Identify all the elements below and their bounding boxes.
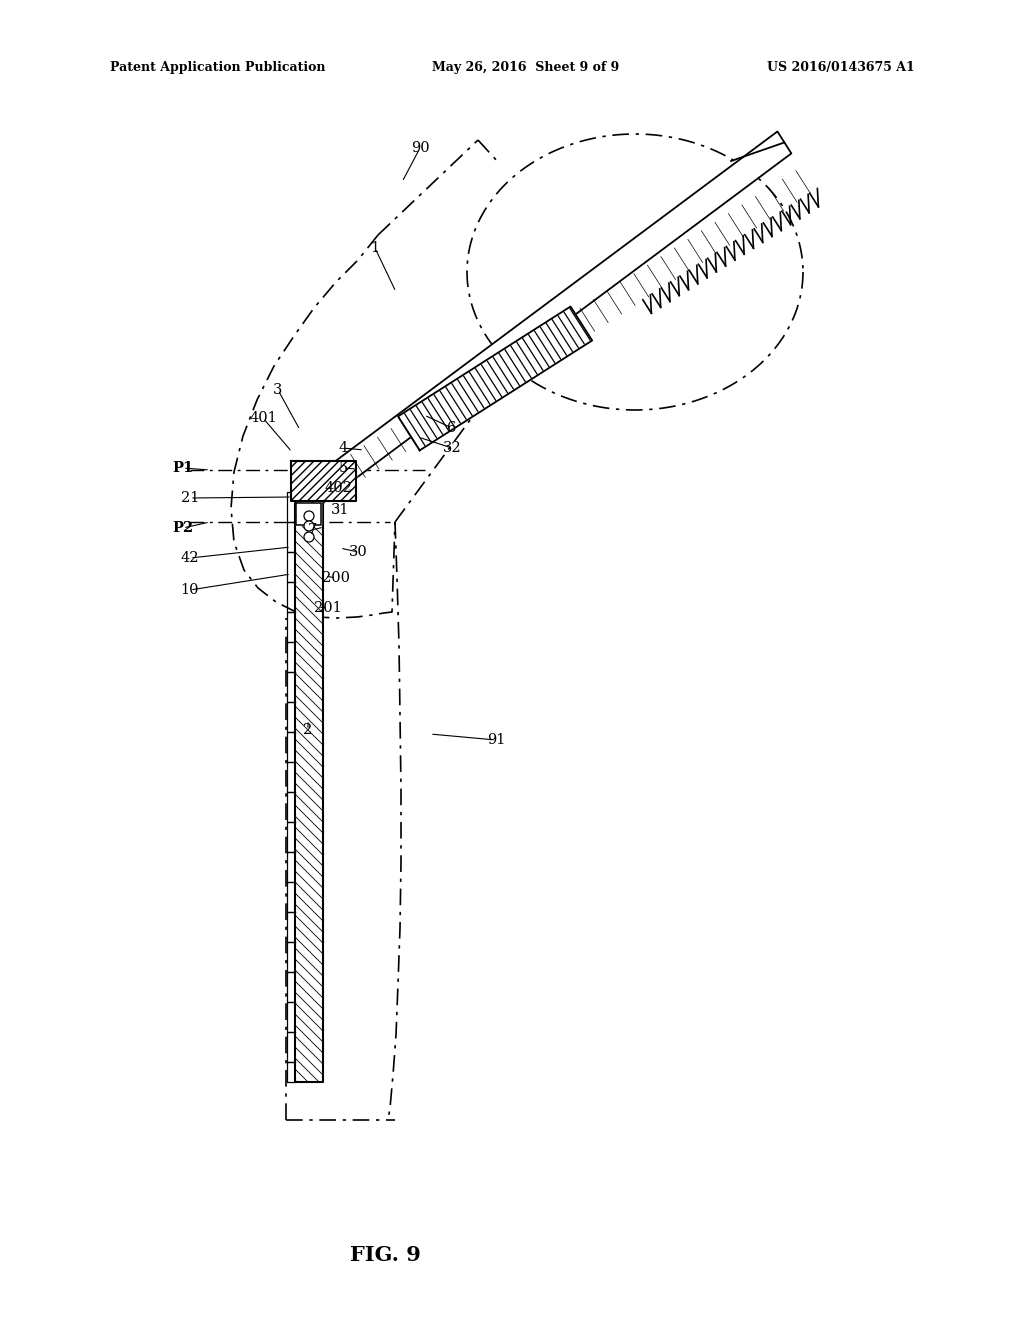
Polygon shape — [398, 306, 592, 450]
Text: 21: 21 — [181, 491, 200, 506]
Text: 3: 3 — [273, 383, 283, 397]
Text: 7: 7 — [307, 523, 316, 537]
Text: 4: 4 — [338, 441, 347, 455]
Text: 30: 30 — [348, 545, 368, 558]
Circle shape — [304, 521, 314, 531]
Text: 402: 402 — [324, 480, 352, 495]
Text: P1: P1 — [172, 461, 194, 475]
Text: 32: 32 — [442, 441, 462, 455]
Circle shape — [304, 532, 314, 543]
Polygon shape — [291, 461, 356, 502]
Text: P2: P2 — [172, 521, 194, 535]
Text: 6: 6 — [447, 421, 457, 436]
Polygon shape — [295, 492, 323, 1082]
Text: 10: 10 — [181, 583, 200, 597]
Text: 31: 31 — [331, 503, 349, 517]
Circle shape — [304, 511, 314, 521]
Polygon shape — [296, 503, 321, 525]
Polygon shape — [302, 132, 792, 508]
Text: 201: 201 — [314, 601, 342, 615]
Text: FIG. 9: FIG. 9 — [349, 1245, 421, 1265]
Text: 200: 200 — [322, 572, 350, 585]
Text: 401: 401 — [249, 411, 276, 425]
Text: 90: 90 — [411, 141, 429, 154]
Text: 2: 2 — [303, 723, 312, 737]
Bar — [291, 461, 356, 502]
Text: 91: 91 — [486, 733, 505, 747]
Text: US 2016/0143675 A1: US 2016/0143675 A1 — [767, 62, 915, 74]
Text: 5: 5 — [338, 461, 347, 475]
Text: May 26, 2016  Sheet 9 of 9: May 26, 2016 Sheet 9 of 9 — [432, 62, 620, 74]
Text: 42: 42 — [181, 550, 200, 565]
Text: 1: 1 — [371, 242, 380, 255]
Text: Patent Application Publication: Patent Application Publication — [110, 62, 326, 74]
